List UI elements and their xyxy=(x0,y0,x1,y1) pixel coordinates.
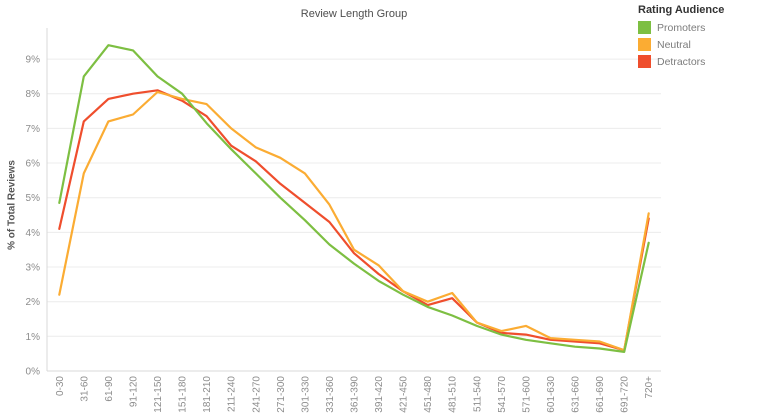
x-tick-label: 571-600 xyxy=(521,376,532,413)
y-tick-label: 6% xyxy=(26,159,41,170)
chart-title: Review Length Group xyxy=(300,8,408,20)
x-tick-label: 151-180 xyxy=(178,376,189,413)
y-tick-label: 8% xyxy=(26,89,41,100)
neutral-swatch-icon xyxy=(638,38,651,51)
y-tick-label: 1% xyxy=(26,332,41,343)
series-line-neutral[interactable] xyxy=(58,90,650,352)
x-tick-label: 720+ xyxy=(644,376,655,399)
x-tick-label: 31-60 xyxy=(79,376,90,402)
legend-item-promoters[interactable]: Promoters xyxy=(638,21,724,34)
legend-label: Neutral xyxy=(657,38,691,51)
x-tick-label: 61-90 xyxy=(104,376,115,402)
legend-item-neutral[interactable]: Neutral xyxy=(638,38,724,51)
legend: Rating Audience Promoters Neutral Detrac… xyxy=(638,4,724,68)
promoters-swatch-icon xyxy=(638,21,651,34)
detractors-swatch-icon xyxy=(638,55,651,68)
legend-label: Promoters xyxy=(657,21,706,34)
x-tick-label: 661-690 xyxy=(595,376,606,413)
x-tick-label: 511-540 xyxy=(472,376,483,412)
x-tick-label: 0-30 xyxy=(55,376,66,396)
x-tick-label: 691-720 xyxy=(620,376,631,413)
x-tick-label: 91-120 xyxy=(129,376,140,408)
legend-item-detractors[interactable]: Detractors xyxy=(638,55,724,68)
x-tick-label: 631-660 xyxy=(571,376,582,413)
legend-title: Rating Audience xyxy=(638,4,725,16)
x-tick-label: 271-300 xyxy=(276,376,287,413)
series-line-promoters[interactable] xyxy=(58,44,650,353)
x-tick-label: 481-510 xyxy=(448,376,459,413)
x-tick-label: 331-360 xyxy=(325,376,336,413)
y-tick-label: 4% xyxy=(26,228,41,239)
x-tick-label: 451-480 xyxy=(423,376,434,413)
y-tick-label: 2% xyxy=(26,297,41,308)
x-tick-label: 391-420 xyxy=(374,376,385,413)
x-tick-label: 241-270 xyxy=(251,376,262,413)
y-tick-label: 7% xyxy=(26,124,41,135)
legend-label: Detractors xyxy=(657,55,706,68)
x-tick-label: 121-150 xyxy=(153,376,164,413)
x-tick-label: 601-630 xyxy=(546,376,557,413)
series-line-detractors[interactable] xyxy=(58,89,650,352)
x-tick-label: 181-210 xyxy=(202,376,213,413)
x-tick-label: 361-390 xyxy=(350,376,361,413)
y-tick-label: 3% xyxy=(26,263,41,274)
x-tick-label: 541-570 xyxy=(497,376,508,413)
x-tick-label: 301-330 xyxy=(300,376,311,413)
y-tick-label: 5% xyxy=(26,193,41,204)
y-axis-title: % of Total Reviews xyxy=(6,160,18,250)
y-tick-label: 9% xyxy=(26,55,41,66)
y-tick-label: 0% xyxy=(26,367,41,378)
x-tick-label: 211-240 xyxy=(227,376,238,412)
x-tick-label: 421-450 xyxy=(399,376,410,413)
